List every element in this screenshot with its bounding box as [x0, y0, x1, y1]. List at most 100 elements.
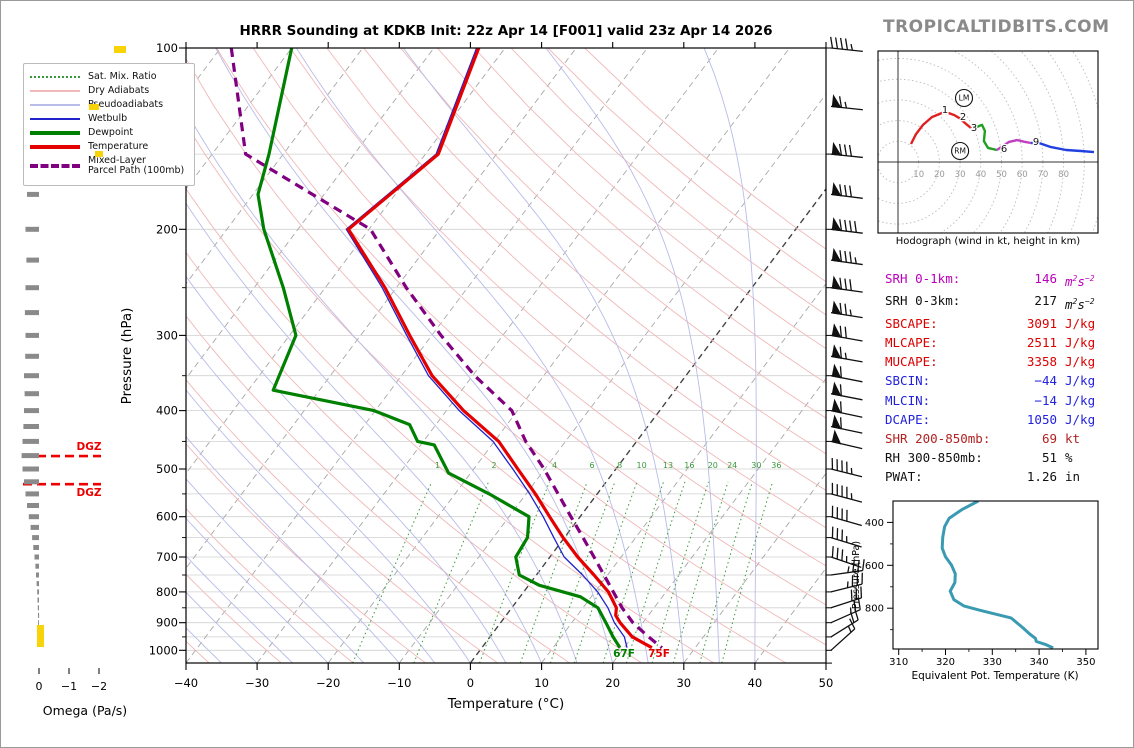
legend-item: Sat. Mix. Ratio [30, 71, 188, 83]
omega-bar [25, 491, 39, 497]
stat-label: MUCAPE: [885, 354, 938, 370]
stat-row: SBCAPE: 3091 J/kg [885, 314, 1095, 333]
mixing-ratio-line [721, 481, 774, 663]
wind-barb [830, 586, 863, 609]
stat-value: −14 [1034, 392, 1057, 408]
pseudoadiabat-line [545, 48, 720, 663]
legend-item: Temperature [30, 141, 188, 153]
wind-barb [830, 429, 863, 450]
stat-unit: J/kg [1065, 315, 1096, 331]
x-tick-label: 30 [676, 676, 691, 690]
stats-panel: SRH 0-1km: 146 m2s−2 SRH 0-3km: 217 m2s−2 SBCA… [885, 269, 1095, 487]
omega-bar [22, 438, 39, 444]
legend-item: Dewpoint [30, 127, 188, 139]
hodograph-plot: 10 20 30 40 50 60 70 80 1 23 6 9 LM RM [878, 51, 1098, 233]
omega-bar [21, 453, 39, 459]
mixing-ratio-label: 20 [708, 461, 718, 470]
stat-row: SHR 200-850mb: 69 kt [885, 429, 1081, 448]
mixing-ratio-line [699, 481, 753, 663]
legend-line-swatch [30, 145, 80, 150]
omega-bar [27, 503, 39, 508]
storm-motion-label: LM [959, 94, 970, 103]
omega-bar [25, 353, 39, 359]
dgz-label: DGZ [77, 441, 102, 453]
omega-bar [37, 589, 39, 595]
legend-item: Mixed-Layer Parcel Path (100mb) [30, 155, 188, 178]
stat-unit: in [1065, 469, 1081, 485]
omega-up-marker [89, 104, 99, 110]
omega-tick-label: −1 [61, 680, 77, 693]
stat-value: 1.26 [1026, 469, 1057, 485]
theta-e-xlabel: Equivalent Pot. Temperature (K) [911, 670, 1078, 682]
pseudoadiabat-line [703, 48, 757, 663]
omega-bar [36, 581, 39, 587]
wind-barb [830, 546, 862, 569]
stat-unit: m2s−2 [1065, 274, 1095, 290]
mixing-ratio-label: 8 [617, 461, 622, 470]
dry-adiabat-line [326, 48, 826, 491]
stat-value: −44 [1034, 373, 1057, 389]
wetbulb-curve [345, 48, 628, 648]
skewt-frame [185, 47, 827, 664]
dry-adiabat-line [186, 187, 715, 663]
wind-barb [830, 457, 863, 478]
omega-bar [32, 535, 39, 541]
stat-label: SRH 0-3km: [885, 293, 961, 309]
stat-unit: J/kg [1065, 334, 1096, 350]
storm-motion-label: RM [954, 147, 966, 156]
wind-barb [830, 363, 863, 383]
omega-up-marker [37, 625, 44, 647]
dry-adiabat-line [437, 48, 826, 384]
x-tick-label: 0 [467, 676, 474, 690]
wind-barb [830, 300, 863, 319]
isotherm-line [327, 48, 790, 663]
wind-barb [830, 36, 863, 52]
pseudoadiabat-line [186, 555, 293, 663]
isotherm-line [541, 283, 826, 663]
watermark: TROPICALTIDBITS.COM [883, 17, 1110, 37]
mixing-ratio-label: 36 [771, 461, 781, 470]
omega-bar [25, 332, 39, 338]
p-tick-label: 800 [156, 585, 178, 599]
omega-bar [23, 424, 39, 429]
p-tick-label: 400 [156, 404, 178, 418]
theta-e-x-tick-label: 350 [1076, 657, 1095, 668]
omega-bar [22, 466, 39, 472]
stat-row: MLCIN: −14 J/kg [885, 391, 1095, 410]
stat-value: 3358 [1026, 354, 1057, 370]
pseudoadiabat-line [186, 591, 258, 663]
omega-bar [35, 563, 39, 569]
wind-barb [830, 323, 863, 342]
isotherm-line [186, 48, 577, 569]
p-tick-label: 1000 [149, 643, 178, 657]
omega-bar [37, 605, 39, 611]
hodograph-height-label: 6 [1001, 144, 1007, 155]
stat-row: SRH 0-3km: 217 m2s−2 [885, 291, 1095, 313]
theta-e-curve [940, 501, 1054, 649]
theta-e-plot [940, 501, 1054, 649]
omega-bar [38, 612, 40, 618]
mixing-ratio-line [573, 481, 638, 663]
stat-unit: J/kg [1065, 373, 1096, 389]
theta-e-frame [892, 500, 1099, 650]
theta-e-x-tick-label: 320 [936, 657, 955, 668]
dry-adiabat-line [186, 573, 282, 663]
isotherm-line [186, 48, 435, 380]
mixing-ratio-label: 2 [491, 461, 496, 470]
stat-label: SBCIN: [885, 373, 931, 389]
pseudoadiabat-line [402, 48, 685, 663]
legend-line-swatch [30, 76, 80, 79]
stat-value: 69 [1041, 430, 1057, 446]
stat-value: 217 [1034, 293, 1057, 309]
theta-e-y-tick-label: 400 [865, 518, 884, 529]
omega-bar [33, 545, 39, 550]
x-tick-label: 50 [819, 676, 834, 690]
legend-line-swatch [30, 164, 80, 169]
mixing-ratio-label: 4 [552, 461, 557, 470]
hodograph-trace [973, 123, 998, 152]
theta-e-x-tick-label: 340 [1030, 657, 1049, 668]
legend: Sat. Mix. Ratio Dry Adiabats Pseudoadiabat… [23, 63, 195, 187]
dry-adiabat-line [186, 315, 571, 663]
omega-bar [24, 479, 39, 485]
